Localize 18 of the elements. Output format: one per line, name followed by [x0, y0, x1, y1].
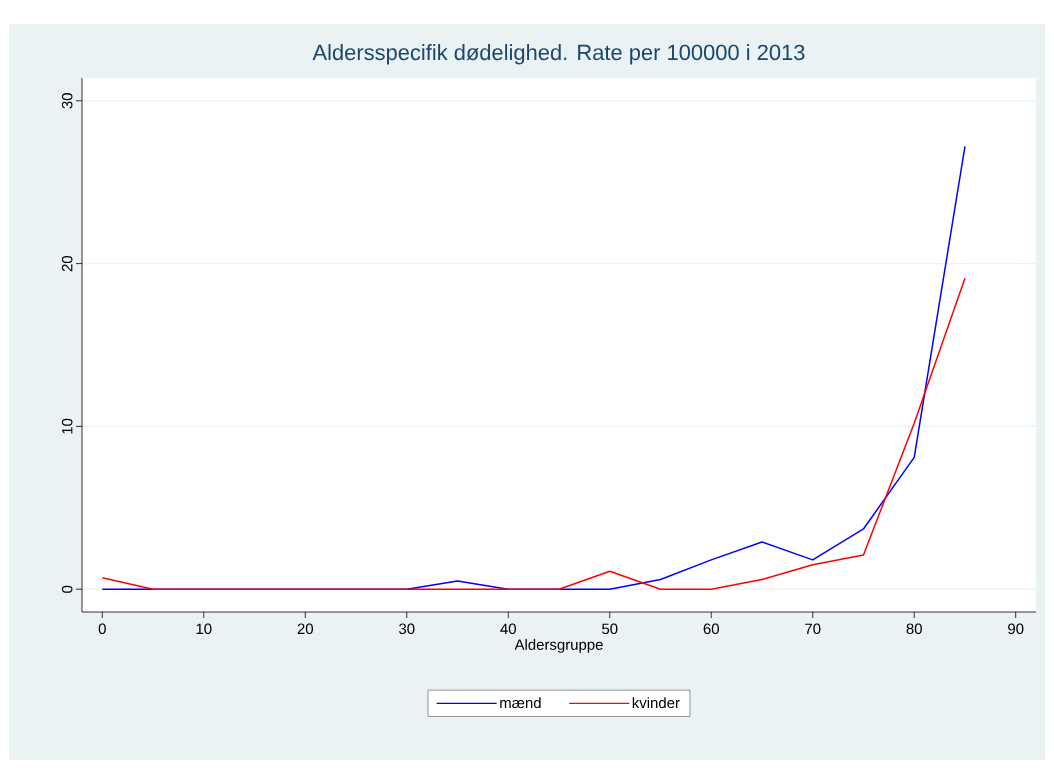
- x-axis-title: Aldersgruppe: [514, 638, 603, 653]
- chart-title: Aldersspecifik dødelighed. Rate per 100000 i 2013: [312, 44, 805, 65]
- x-tick-label: 90: [1008, 623, 1024, 635]
- x-tick-label: 60: [703, 623, 719, 635]
- y-tick-label: 30: [61, 93, 73, 109]
- y-tick-label: 10: [61, 418, 73, 434]
- y-tick-label: 20: [61, 255, 73, 272]
- x-tick-label: 40: [500, 623, 516, 635]
- x-tick-label: 20: [297, 623, 313, 635]
- y-tick-label: 0: [61, 585, 73, 593]
- x-tick-label: 10: [196, 623, 212, 635]
- x-tick-label: 30: [399, 623, 415, 635]
- x-tick-label: 50: [602, 623, 618, 635]
- legend-label: kvinder: [632, 697, 680, 709]
- x-tick-label: 0: [98, 623, 106, 635]
- legend-label: mænd: [500, 697, 541, 709]
- x-tick-label: 80: [906, 623, 922, 635]
- x-tick-label: 70: [805, 623, 821, 635]
